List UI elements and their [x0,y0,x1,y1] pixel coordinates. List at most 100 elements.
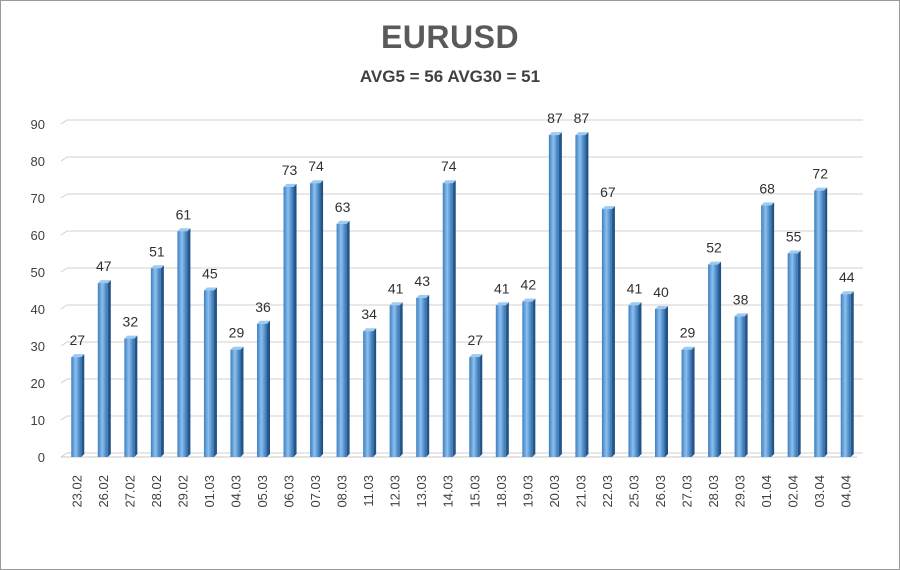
x-tick-label: 18.03 [494,475,509,508]
bar [814,187,828,457]
data-label: 42 [521,277,537,293]
gridline [60,378,863,384]
y-tick-label: 70 [31,191,45,206]
data-label: 45 [202,266,218,282]
bar [495,302,509,457]
x-tick-label: 19.03 [520,475,535,508]
x-axis: 23.02 26.02 27.02 28.02 29.02 01.03 04.03 05.03… [69,475,853,508]
x-tick-label: 28.02 [149,475,164,508]
data-label: 36 [255,299,271,315]
data-label: 72 [812,166,828,182]
data-label: 34 [361,306,377,322]
data-label: 40 [653,284,669,300]
x-tick-label: 15.03 [467,475,482,508]
data-label: 32 [123,314,139,330]
data-label: 41 [388,280,404,296]
y-tick-label: 80 [31,154,45,169]
bar [708,261,722,457]
bar [230,346,244,457]
gridline [60,452,863,458]
bar [761,202,775,457]
bar [840,291,854,457]
gridline [60,230,863,236]
x-tick-label: 23.02 [69,475,84,508]
data-label: 27 [467,332,483,348]
x-tick-label: 14.03 [441,475,456,508]
bar [257,320,270,457]
y-tick-label: 50 [31,265,45,280]
data-label: 51 [149,243,165,259]
chart-subtitle: AVG5 = 56 AVG30 = 51 [359,67,541,86]
x-tick-label: 01.03 [202,475,217,508]
x-tick-label: 22.03 [600,475,615,508]
bar [734,313,748,457]
bar [97,280,111,457]
data-label: 43 [414,273,430,289]
bar [548,132,562,457]
x-tick-label: 11.03 [361,475,376,507]
bar [71,354,85,457]
data-label: 87 [547,110,563,126]
x-tick-label: 04.03 [228,475,243,508]
x-tick-label: 02.04 [786,475,801,508]
gridline [60,415,863,421]
bar [336,220,350,457]
gridline [60,304,863,310]
data-label: 63 [335,199,351,215]
x-tick-label: 25.03 [626,475,641,508]
data-label: 41 [494,280,510,296]
bar [203,287,217,457]
y-tick-label: 40 [31,302,45,317]
y-tick-label: 0 [38,450,45,465]
y-tick-label: 10 [31,413,45,428]
x-tick-label: 01.04 [759,475,774,508]
data-label: 41 [627,280,643,296]
x-tick-label: 27.02 [122,475,137,508]
data-labels: 27 47 32 51 61 45 29 36 73 74 63 34 41 43 74 27 41 42 87 87… [69,110,854,348]
x-tick-label: 07.03 [308,475,323,508]
data-label: 68 [759,180,775,196]
x-tick-label: 26.02 [96,475,111,508]
bar [681,346,695,457]
data-label: 55 [786,229,802,245]
data-label: 74 [441,158,457,174]
bar [389,302,403,457]
x-tick-label: 20.03 [547,475,562,508]
y-tick-label: 30 [31,339,45,354]
bars [71,132,854,457]
x-tick-label: 21.03 [573,475,588,508]
y-tick-label: 60 [31,228,45,243]
bar [363,328,377,457]
y-tick-label: 20 [31,376,45,391]
bar [522,298,536,457]
bar [469,354,483,457]
data-label: 29 [680,325,696,341]
x-tick-label: 05.03 [255,475,270,508]
bar [416,294,430,457]
x-tick-label: 29.02 [175,475,190,508]
data-label: 61 [176,206,192,222]
bar [442,180,456,457]
data-label: 67 [600,184,616,200]
x-tick-label: 27.03 [680,475,695,508]
x-tick-label: 26.03 [653,475,668,508]
y-tick-label: 90 [31,117,45,132]
x-tick-label: 29.03 [733,475,748,508]
bar [310,180,324,457]
gridline [60,193,863,199]
x-tick-label: 28.03 [706,475,721,508]
data-label: 27 [69,332,85,348]
bar [628,302,642,457]
data-label: 73 [282,162,298,178]
data-label: 87 [574,110,590,126]
data-label: 74 [308,158,324,174]
bar [177,228,191,457]
bar [124,335,138,457]
bar [283,183,297,457]
x-tick-label: 08.03 [335,475,350,508]
bar [655,306,668,457]
x-tick-label: 13.03 [414,475,429,508]
data-label: 38 [733,291,749,307]
